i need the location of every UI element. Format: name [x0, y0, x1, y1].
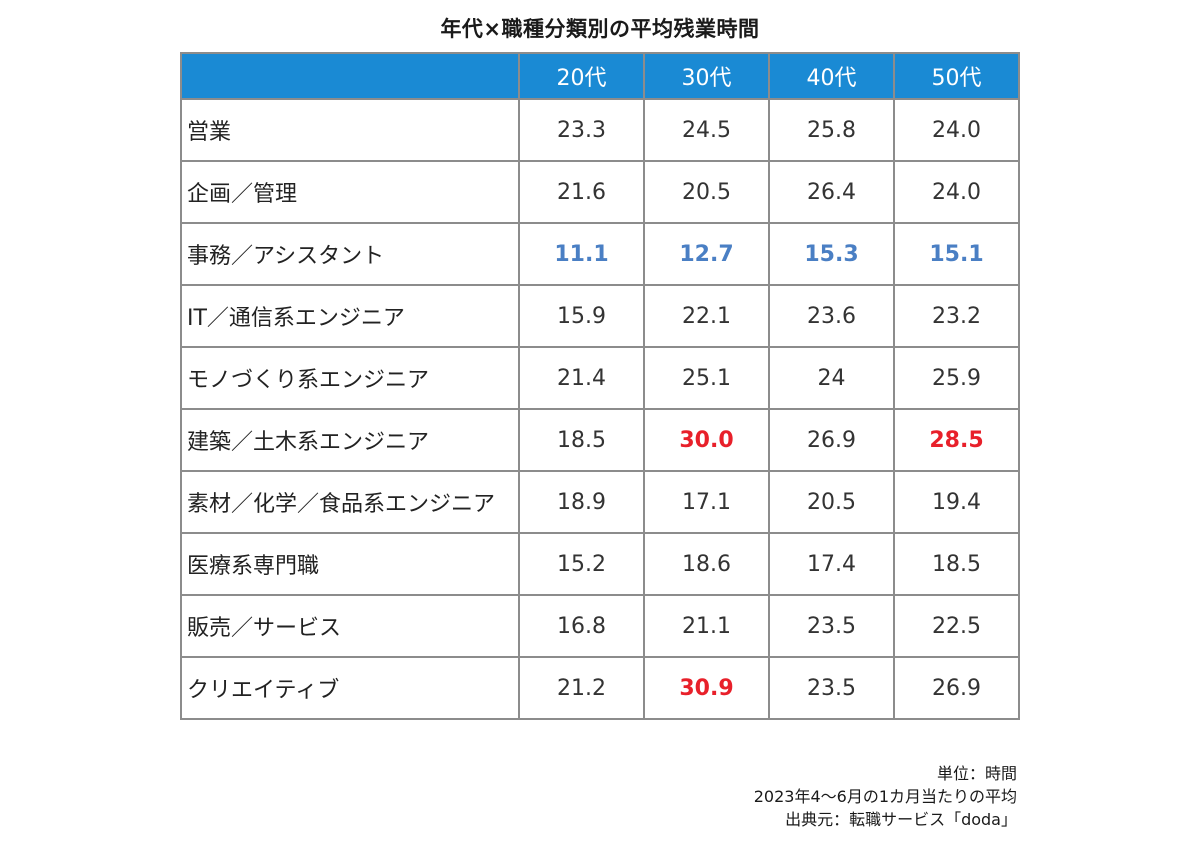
table-cell-value: 24.0	[893, 98, 1020, 162]
table-cell-value: 15.3	[768, 222, 895, 286]
table-cell-value: 21.2	[518, 656, 645, 720]
table-title: 年代×職種分類別の平均残業時間	[440, 17, 760, 41]
table-cell-value: 19.4	[893, 470, 1020, 534]
table-cell-value: 23.2	[893, 284, 1020, 348]
table-cell-value: 21.4	[518, 346, 645, 410]
table-cell-value: 30.0	[643, 408, 770, 472]
footnotes: 単位：時間 2023年4～6月の1カ月当たりの平均 出典元：転職サービス「dod…	[754, 762, 1017, 831]
table-cell-value: 20.5	[768, 470, 895, 534]
table-cell-value: 11.1	[518, 222, 645, 286]
table-cell-value: 16.8	[518, 594, 645, 658]
table-row: IT／通信系エンジニア 15.9 22.1 23.6 23.2	[180, 284, 1020, 348]
row-label: 企画／管理	[180, 160, 520, 224]
row-label: IT／通信系エンジニア	[180, 284, 520, 348]
table-cell-value: 24	[768, 346, 895, 410]
row-label: モノづくり系エンジニア	[180, 346, 520, 410]
table-cell-value: 22.5	[893, 594, 1020, 658]
table-row: クリエイティブ 21.2 30.9 23.5 26.9	[180, 656, 1020, 720]
table-cell-value: 25.8	[768, 98, 895, 162]
row-label: 医療系専門職	[180, 532, 520, 596]
header-cell-50s: 50代	[893, 52, 1020, 100]
header-cell-20s: 20代	[518, 52, 645, 100]
row-label: 建築／土木系エンジニア	[180, 408, 520, 472]
row-label: 営業	[180, 98, 520, 162]
table-cell-value: 17.1	[643, 470, 770, 534]
table-cell-value: 20.5	[643, 160, 770, 224]
table-cell-value: 21.6	[518, 160, 645, 224]
table-cell-value: 26.9	[893, 656, 1020, 720]
table-cell-value: 18.5	[518, 408, 645, 472]
header-cell-corner	[180, 52, 520, 100]
period-note: 2023年4～6月の1カ月当たりの平均	[753, 787, 1017, 806]
table-cell-value: 23.5	[768, 656, 895, 720]
row-label: 事務／アシスタント	[180, 222, 520, 286]
table-row: 医療系専門職 15.2 18.6 17.4 18.5	[180, 532, 1020, 596]
table-cell-value: 26.4	[768, 160, 895, 224]
overtime-table: 20代 30代 40代 50代 営業 23.3 24.5 25.8 24.0 企画／管理 2…	[180, 52, 1020, 720]
table-row: モノづくり系エンジニア 21.4 25.1 24 25.9	[180, 346, 1020, 410]
table-row: 素材／化学／食品系エンジニア 18.9 17.1 20.5 19.4	[180, 470, 1020, 534]
table-row: 企画／管理 21.6 20.5 26.4 24.0	[180, 160, 1020, 224]
table-cell-value: 24.0	[893, 160, 1020, 224]
table-body: 営業 23.3 24.5 25.8 24.0 企画／管理 21.6 20.5 26.4 24.0 事…	[180, 98, 1020, 720]
table-cell-value: 15.9	[518, 284, 645, 348]
row-label: クリエイティブ	[180, 656, 520, 720]
table-cell-value: 15.2	[518, 532, 645, 596]
table-row: 事務／アシスタント 11.1 12.7 15.3 15.1	[180, 222, 1020, 286]
row-label: 素材／化学／食品系エンジニア	[180, 470, 520, 534]
header-cell-40s: 40代	[768, 52, 895, 100]
table-cell-value: 18.6	[643, 532, 770, 596]
table-row: 建築／土木系エンジニア 18.5 30.0 26.9 28.5	[180, 408, 1020, 472]
table-cell-value: 23.3	[518, 98, 645, 162]
table-cell-value: 23.6	[768, 284, 895, 348]
unit-note: 単位：時間	[936, 764, 1017, 783]
table-cell-value: 25.9	[893, 346, 1020, 410]
table-cell-value: 24.5	[643, 98, 770, 162]
table-cell-value: 26.9	[768, 408, 895, 472]
table-cell-value: 18.5	[893, 532, 1020, 596]
table-row: 販売／サービス 16.8 21.1 23.5 22.5	[180, 594, 1020, 658]
table-cell-value: 15.1	[893, 222, 1020, 286]
row-label: 販売／サービス	[180, 594, 520, 658]
header-row: 20代 30代 40代 50代	[180, 52, 1020, 100]
table-cell-value: 12.7	[643, 222, 770, 286]
source-note: 出典元：転職サービス「doda」	[785, 810, 1017, 829]
table-cell-value: 23.5	[768, 594, 895, 658]
table-cell-value: 17.4	[768, 532, 895, 596]
table-cell-value: 18.9	[518, 470, 645, 534]
header-cell-30s: 30代	[643, 52, 770, 100]
table-cell-value: 28.5	[893, 408, 1020, 472]
table-row: 営業 23.3 24.5 25.8 24.0	[180, 98, 1020, 162]
table-cell-value: 21.1	[643, 594, 770, 658]
table-cell-value: 30.9	[643, 656, 770, 720]
table-cell-value: 22.1	[643, 284, 770, 348]
table-cell-value: 25.1	[643, 346, 770, 410]
